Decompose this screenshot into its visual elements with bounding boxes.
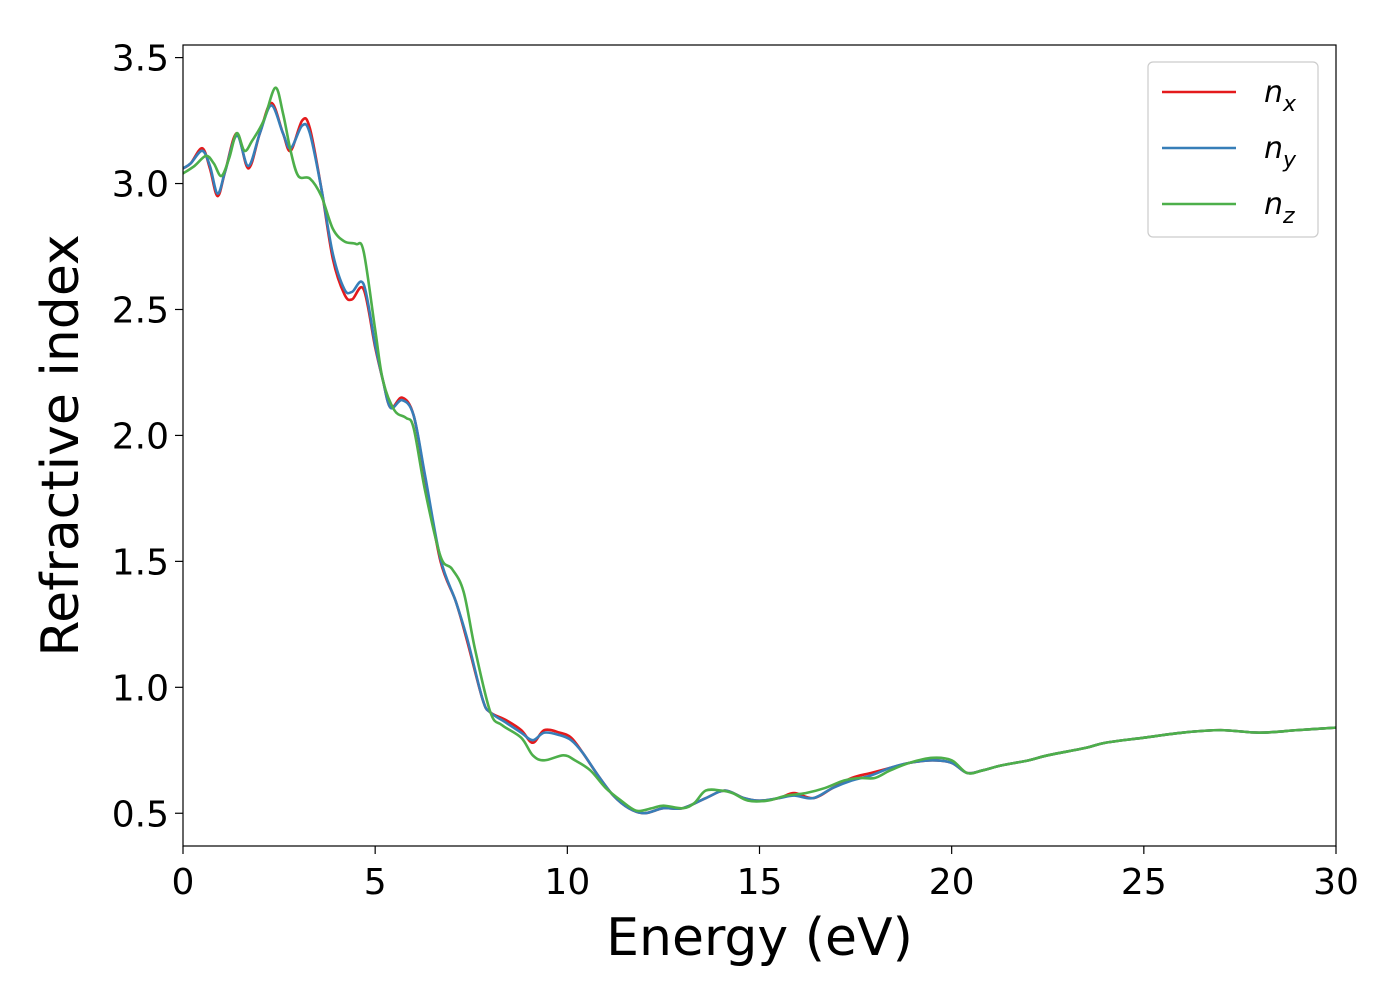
y-tick-label: 1.0 [112, 668, 169, 709]
x-tick-label: 10 [544, 862, 590, 903]
series-line-z [183, 86, 1336, 813]
x-tick-label: 20 [929, 862, 975, 903]
legend-box [1147, 61, 1319, 238]
legend-label-base: n [1264, 131, 1283, 166]
x-axis-title: Energy (eV) [606, 908, 913, 968]
x-tick-label: 0 [172, 862, 195, 903]
legend-label-x: nx [1264, 75, 1297, 117]
y-axis-title: Refractive index [31, 234, 91, 656]
legend-label-base: n [1264, 75, 1283, 110]
y-axis-ticks: 0.5 1.0 1.5 2.0 2.5 3.0 3.5 [112, 39, 183, 835]
x-tick-label: 25 [1121, 862, 1167, 903]
legend-label-subscript: y [1282, 148, 1297, 173]
y-tick-label: 3.0 [112, 165, 169, 206]
y-tick-label: 2.0 [112, 416, 169, 457]
y-tick-label: 3.5 [112, 39, 169, 80]
x-tick-label: 30 [1313, 862, 1359, 903]
legend-label-y: ny [1264, 131, 1297, 173]
legend-label-z: nz [1264, 187, 1295, 229]
x-axis-ticks: 0 5 10 15 20 25 30 [172, 846, 1359, 903]
legend-label-subscript: z [1282, 204, 1295, 229]
series-layer [183, 86, 1336, 815]
x-tick-label: 15 [737, 862, 783, 903]
x-tick-label: 5 [364, 862, 387, 903]
legend-label-subscript: x [1282, 92, 1297, 117]
y-tick-label: 0.5 [112, 794, 169, 835]
legend-label-base: n [1264, 187, 1283, 222]
y-tick-label: 2.5 [112, 290, 169, 331]
y-tick-label: 1.5 [112, 542, 169, 583]
